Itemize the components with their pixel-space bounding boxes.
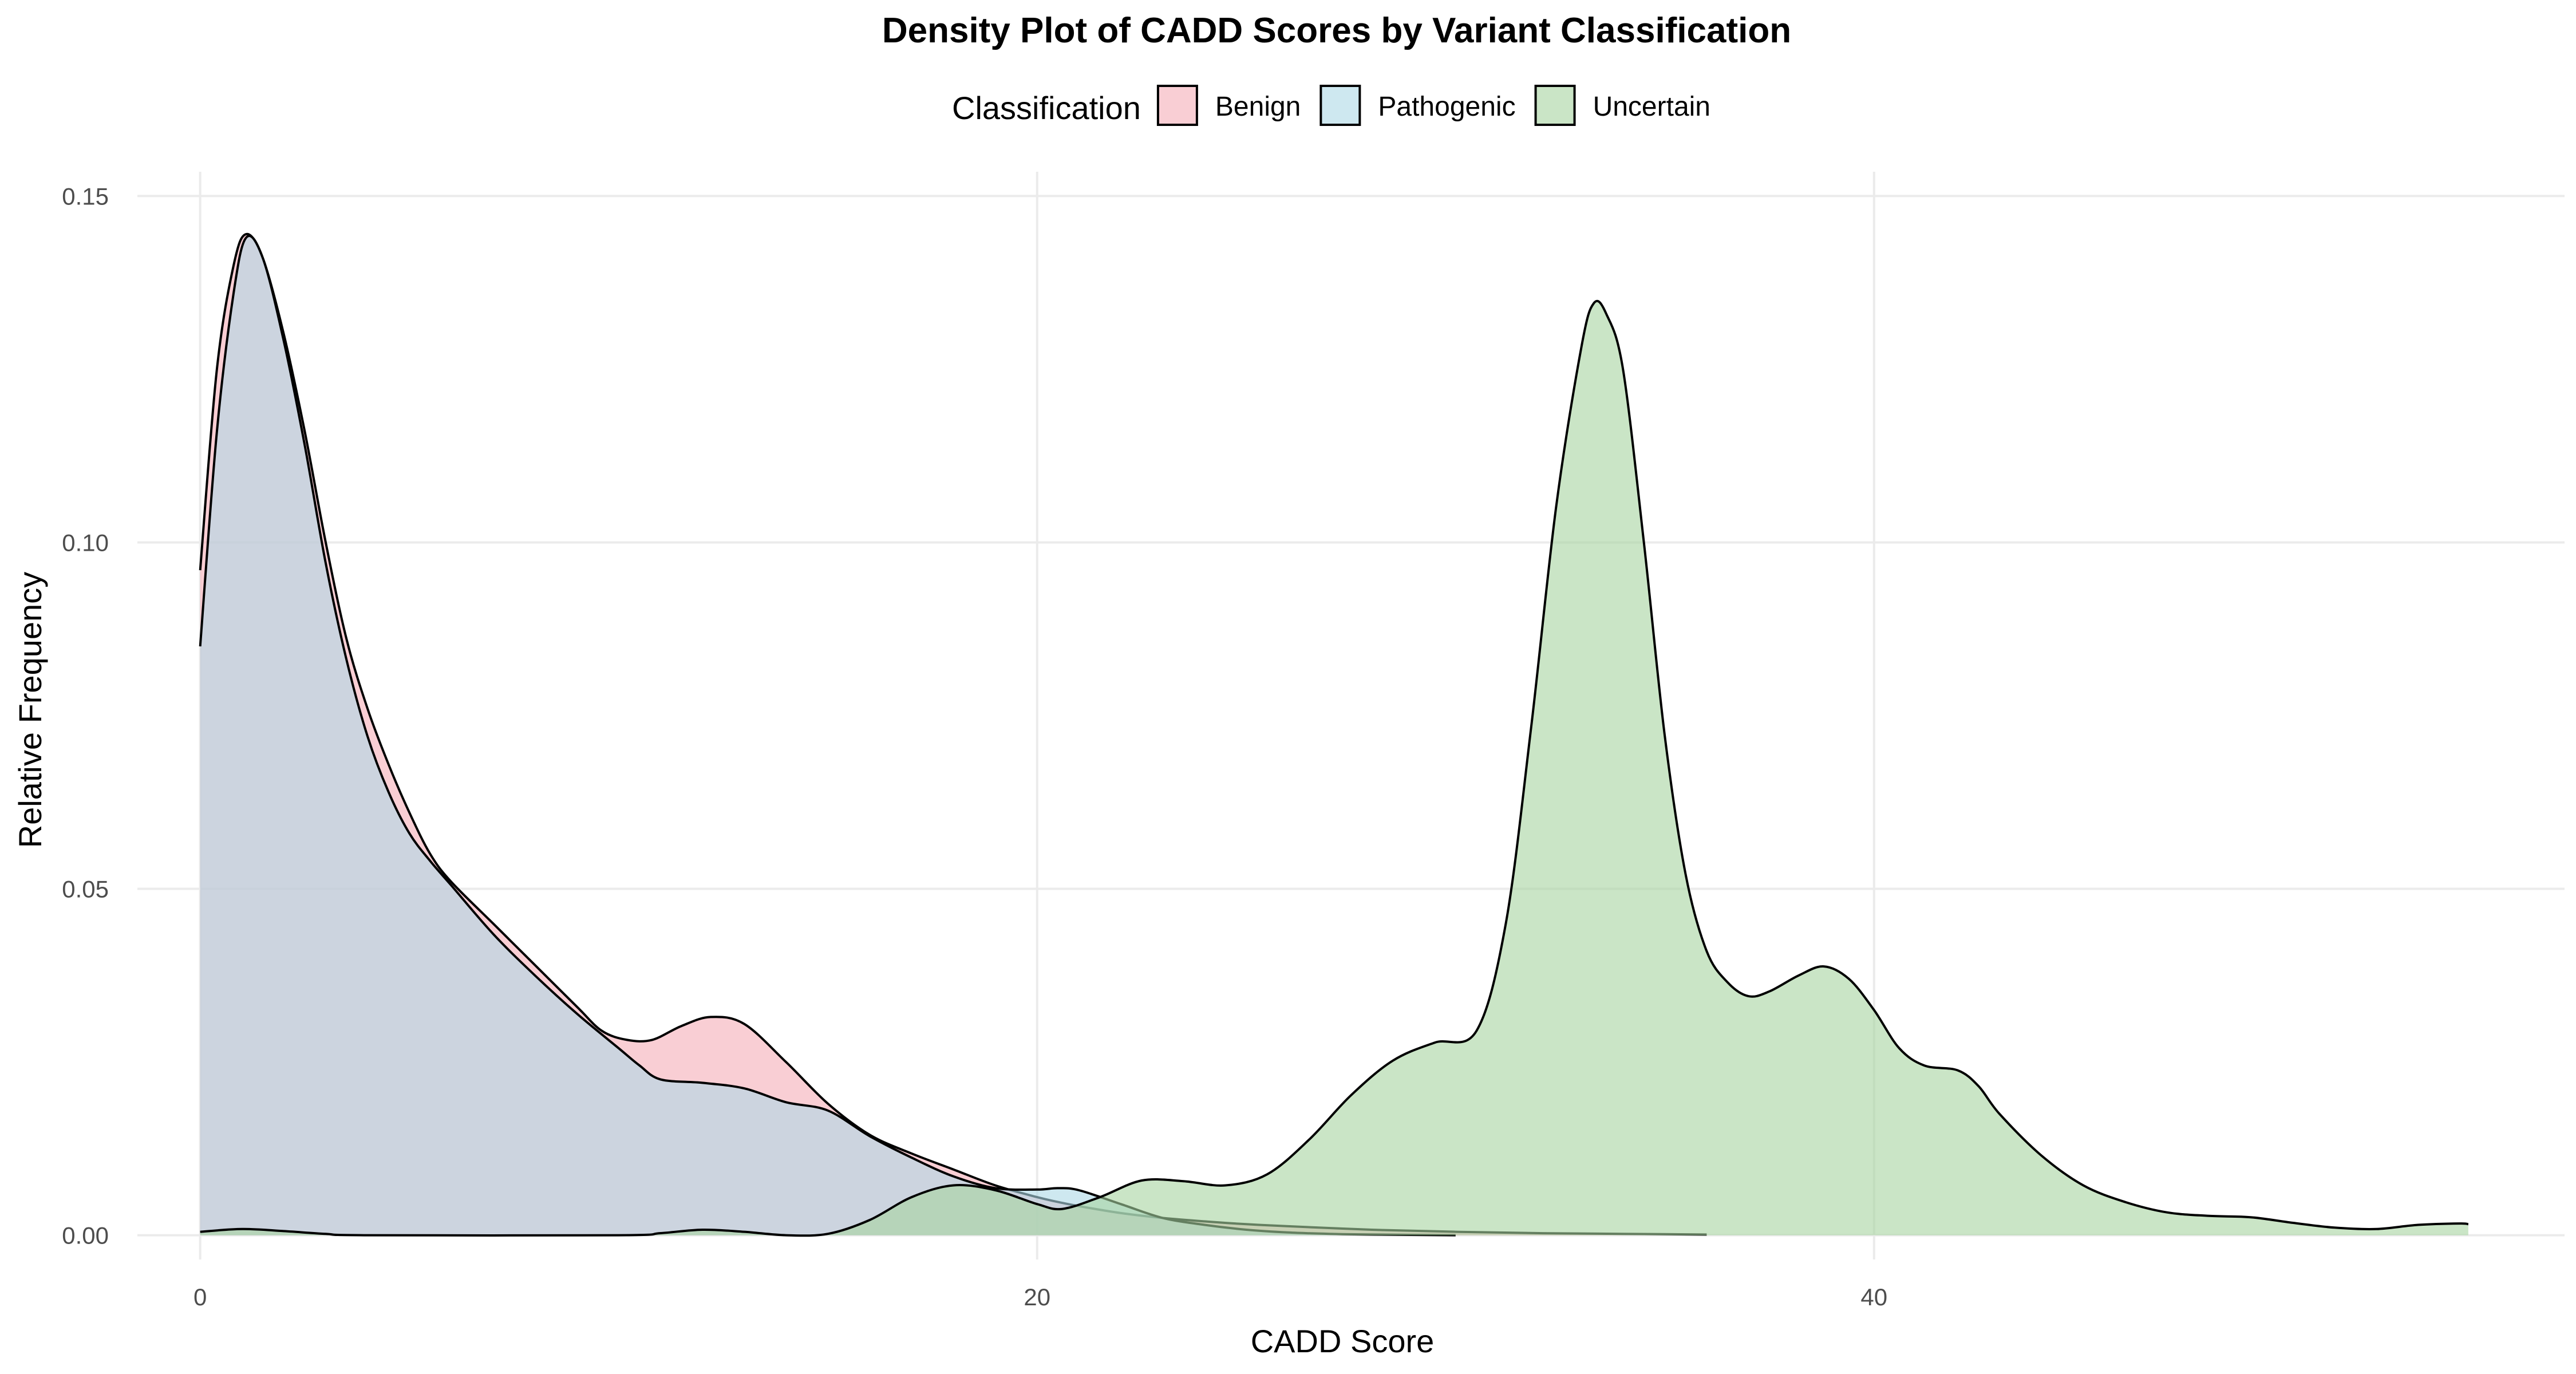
density-line-uncertain [200, 299, 2469, 1237]
y-tick-labels: 0.00 0.05 0.10 0.15 [62, 183, 109, 1249]
y-axis-label: Relative Frequency [12, 572, 48, 848]
legend-title: Classification [952, 90, 1141, 126]
chart-title: Density Plot of CADD Scores by Variant C… [882, 11, 1791, 50]
y-tick-label: 0.00 [62, 1222, 109, 1249]
legend-key-uncertain [1534, 85, 1576, 126]
x-tick-labels: 0 20 40 [193, 1284, 1887, 1310]
legend-items: Benign Pathogenic Uncertain [1156, 85, 1710, 126]
density-area-pathogenic [200, 235, 1456, 1235]
legend-label-pathogenic: Pathogenic [1378, 92, 1515, 122]
y-tick-label: 0.15 [62, 183, 109, 210]
legend-key-pathogenic [1319, 85, 1361, 126]
legend-label-uncertain: Uncertain [1593, 92, 1710, 122]
x-tick-label: 0 [193, 1284, 207, 1310]
legend: Classification Benign Pathogenic Uncertain [952, 85, 1710, 126]
x-tick-label: 40 [1860, 1284, 1887, 1310]
legend-label-benign: Benign [1215, 92, 1301, 122]
density-areas [199, 232, 2469, 1237]
y-tick-label: 0.05 [62, 876, 109, 903]
legend-key-benign [1156, 85, 1198, 126]
x-axis-label: CADD Score [1251, 1323, 1435, 1359]
x-tick-label: 20 [1024, 1284, 1050, 1310]
y-tick-label: 0.10 [62, 529, 109, 556]
